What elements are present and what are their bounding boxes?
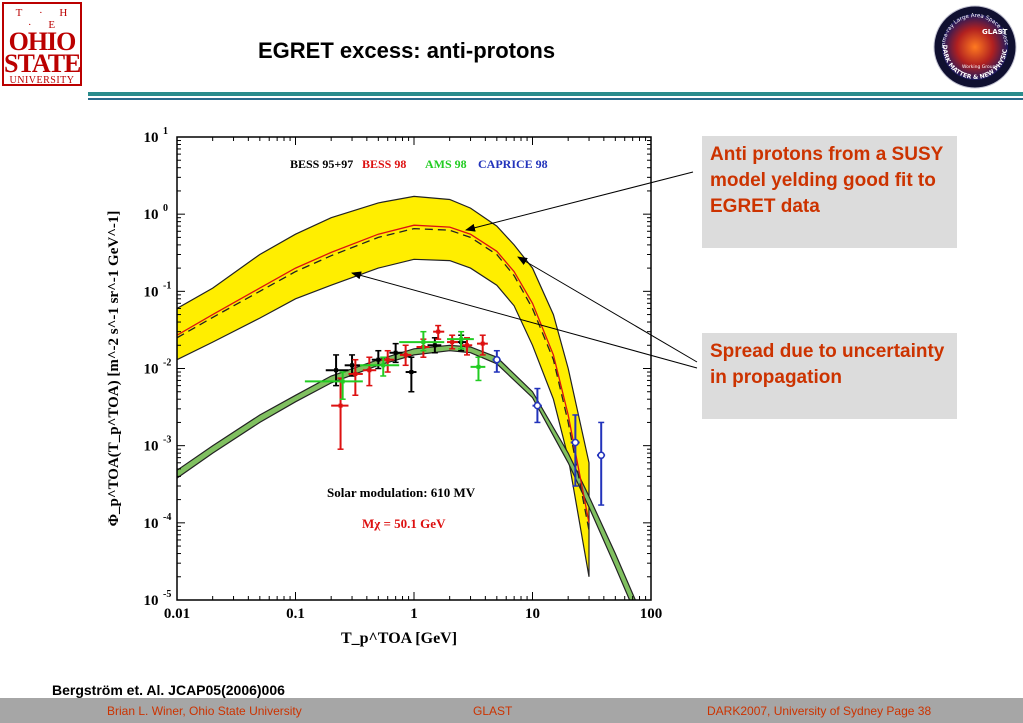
y-tick-exponent: 1 xyxy=(163,126,168,137)
data-point-bess-95-97 xyxy=(409,370,414,375)
legend-entry: BESS 95+97 xyxy=(290,157,353,171)
plot-area xyxy=(177,195,637,600)
y-tick-exponent: -2 xyxy=(163,358,171,369)
data-point-bess-98 xyxy=(480,341,485,346)
y-tick-label: 10 xyxy=(144,207,159,223)
footer-author: Brian L. Winer, Ohio State University xyxy=(107,704,302,718)
series-bess-95-97 xyxy=(325,334,467,393)
footer-bar: Brian L. Winer, Ohio State University GL… xyxy=(0,698,1023,723)
x-tick-label: 10 xyxy=(525,606,540,622)
data-point-bess-98 xyxy=(450,340,455,345)
legend-entry: AMS 98 xyxy=(425,157,467,171)
osu-logo: T · H · E OHIO STATE UNIVERSITY xyxy=(2,2,82,86)
data-point-bess-95-97 xyxy=(376,357,381,362)
data-point-bess-95-97 xyxy=(334,368,339,373)
series-caprice-98 xyxy=(492,349,606,506)
data-point-bess-95-97 xyxy=(393,350,398,355)
osu-logo-state: STATE xyxy=(4,49,81,78)
data-point-ams-98 xyxy=(381,363,386,368)
data-point-ams-98 xyxy=(340,379,345,384)
data-point-caprice-98 xyxy=(493,355,501,364)
susy-dashed-line xyxy=(177,227,590,531)
y-tick-label: 10 xyxy=(144,130,159,146)
data-point-bess-95-97 xyxy=(350,363,355,368)
osu-logo-university: UNIVERSITY xyxy=(9,75,75,86)
data-point-caprice-98 xyxy=(597,451,605,460)
data-point-bess-98 xyxy=(385,357,390,362)
callout-susy-fit: Anti protons from a SUSY model yelding g… xyxy=(702,136,957,248)
y-tick-exponent: -1 xyxy=(163,280,171,291)
data-point-bess-95-97 xyxy=(432,343,437,348)
legend-entry: CAPRICE 98 xyxy=(478,157,548,171)
glast-logo: Gamma-ray Large Area Space Telescope DAR… xyxy=(932,4,1017,89)
y-tick-exponent: -5 xyxy=(163,589,171,600)
data-point-caprice-98 xyxy=(533,401,542,410)
antiproton-chart: 0.01 0.1 1 10 100 10 -5 10 -4 10 -3 10 -2 10 -1 10 0 10 1 T… xyxy=(90,125,680,650)
data-point-bess-98 xyxy=(353,371,358,376)
osu-logo-the: T · H · E xyxy=(15,7,75,31)
y-tick-label: 10 xyxy=(144,284,159,300)
data-point-bess-98 xyxy=(436,329,441,334)
svg-text:GLAST: GLAST xyxy=(982,28,1008,36)
y-tick-exponent: -3 xyxy=(163,435,171,446)
callout-propagation-spread: Spread due to uncertainty in propagation xyxy=(702,333,957,419)
citation: Bergström et. Al. JCAP05(2006)006 xyxy=(52,682,285,698)
footer-conference-page: DARK2007, University of Sydney Page 38 xyxy=(707,704,932,718)
annotation-neutralino-mass: Mχ = 50.1 GeV xyxy=(362,516,446,531)
x-tick-label: 100 xyxy=(640,606,663,622)
x-tick-label: 0.01 xyxy=(164,606,190,622)
data-point-bess-98 xyxy=(367,368,372,373)
data-point-bess-98 xyxy=(338,403,343,408)
y-tick-label: 10 xyxy=(144,516,159,532)
x-tick-label: 0.1 xyxy=(286,606,305,622)
legend-entry: BESS 98 xyxy=(362,157,406,171)
header-rule-thick xyxy=(88,92,1023,96)
footer-project: GLAST xyxy=(473,704,513,718)
osu-logo-ohio: OHIO xyxy=(8,27,77,56)
annotation-solar-modulation: Solar modulation: 610 MV xyxy=(327,485,476,500)
header-rule-thin xyxy=(88,98,1023,100)
series-bess-98 xyxy=(331,324,488,450)
y-tick-label: 10 xyxy=(144,439,159,455)
slide-title: EGRET excess: anti-protons xyxy=(258,38,556,63)
y-tick-exponent: -4 xyxy=(163,512,171,523)
y-axis-label: Φ_p^TOA(T_p^TOA) [m^-2 s^-1 sr^-1 GeV^-1… xyxy=(106,211,122,527)
x-tick-label: 1 xyxy=(410,606,418,622)
susy-band xyxy=(177,195,590,577)
data-point-bess-98 xyxy=(403,352,408,357)
y-tick-label: 10 xyxy=(144,362,159,378)
data-point-ams-98 xyxy=(476,364,481,369)
data-point-caprice-98 xyxy=(571,438,580,447)
svg-text:Working Group: Working Group xyxy=(962,64,996,70)
data-point-ams-98 xyxy=(459,337,464,342)
y-tick-label: 10 xyxy=(144,593,159,609)
x-axis-label: T_p^TOA [GeV] xyxy=(341,630,457,647)
y-tick-exponent: 0 xyxy=(163,203,168,214)
data-point-ams-98 xyxy=(421,340,426,345)
data-point-bess-98 xyxy=(464,343,469,348)
